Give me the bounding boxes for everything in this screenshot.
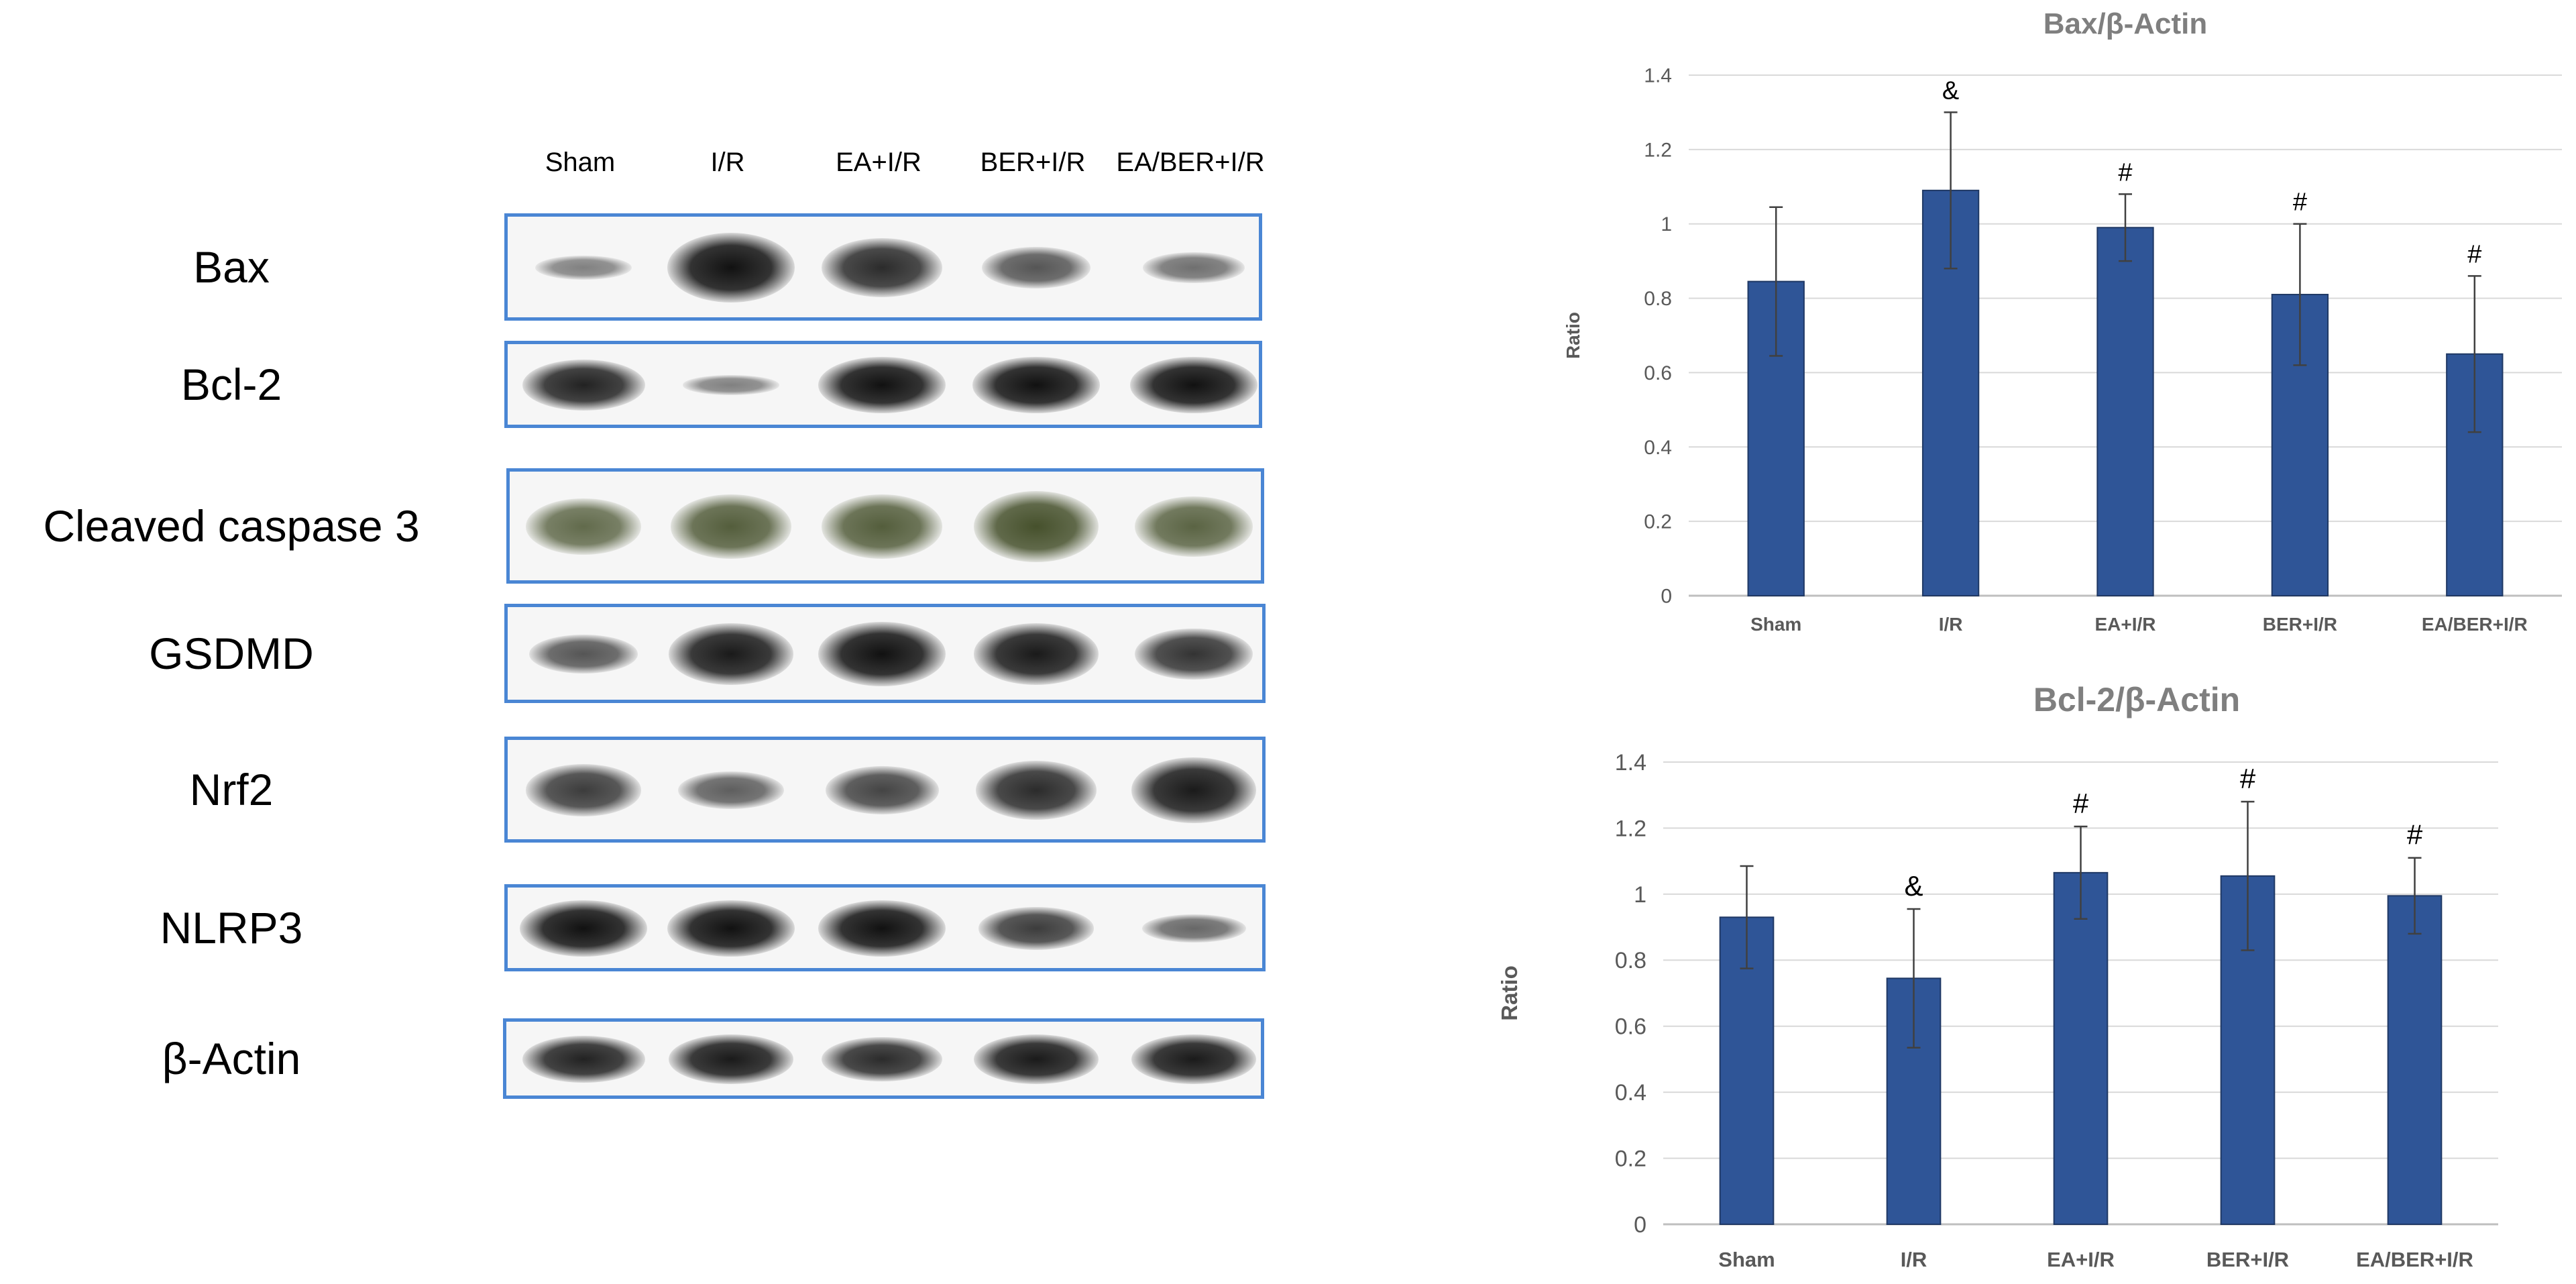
blot-band [973,490,1099,563]
blot-band [1130,356,1257,414]
y-axis-title: Ratio [1497,965,1522,1021]
x-category-label: EA+I/R [2094,614,2155,635]
y-tick-label: 0 [1661,586,1672,608]
blot-band [525,498,642,555]
significance-label: # [2240,763,2256,794]
blot-band [972,356,1100,414]
chart-title: Bax/β-Actin [2043,7,2207,40]
chart-title: Bcl-2/β-Actin [2033,681,2240,718]
blot-band [973,623,1099,685]
y-tick-label: 0 [1634,1212,1646,1238]
blot-strip [506,468,1264,584]
significance-label: # [2073,788,2089,819]
x-category-label: EA+I/R [2047,1248,2115,1271]
lane-header: EA+I/R [836,148,921,177]
x-category-label: I/R [1901,1248,1927,1271]
significance-label: # [2293,189,2307,217]
y-tick-label: 0.4 [1615,1080,1646,1106]
blot-band [978,907,1095,950]
blot-band [1131,757,1257,823]
x-category-label: BER+I/R [2263,614,2337,635]
y-tick-label: 1.4 [1615,750,1646,775]
blot-band [520,900,647,957]
protein-label: Bcl-2 [180,360,282,409]
blot-band [682,375,780,395]
y-tick-label: 0.2 [1644,511,1672,533]
x-category-label: EA/BER+I/R [2356,1248,2473,1271]
blot-band [668,623,794,685]
blot-strip [504,884,1266,971]
bar [2387,895,2443,1225]
y-tick-label: 1 [1661,213,1672,235]
blot-band [976,761,1097,820]
blot-band [1135,628,1253,680]
bar [2053,871,2109,1225]
blot-band [822,1036,942,1082]
blot-strip [504,737,1266,843]
protein-label: Nrf2 [189,765,274,814]
blot-band [522,1035,645,1083]
blot-band [529,635,638,674]
significance-label: # [2407,819,2423,851]
protein-label: Bax [193,242,270,292]
lane-header: Sham [545,148,616,177]
blot-band [818,621,946,687]
blot-band [667,900,795,957]
blot-band [822,237,942,298]
blot-band [1143,252,1245,284]
y-tick-label: 1.2 [1615,816,1646,841]
bar [2096,227,2154,596]
protein-label: Cleaved caspase 3 [43,501,420,551]
y-tick-label: 0.8 [1615,948,1646,973]
x-category-label: Sham [1750,614,1801,635]
blot-band [671,494,791,559]
blot-strip [504,341,1262,428]
significance-label: # [2467,240,2481,268]
significance-label: & [1942,76,1959,105]
x-category-label: BER+I/R [2206,1248,2289,1271]
lane-header: EA/BER+I/R [1116,148,1265,177]
blot-band [668,1034,794,1085]
significance-label: # [2118,158,2132,186]
y-tick-label: 1.4 [1644,65,1672,87]
y-tick-label: 0.6 [1615,1014,1646,1040]
y-tick-label: 0.4 [1644,437,1672,459]
blot-band [535,255,632,280]
blot-band [822,494,942,559]
western-blot-panel: Sham I/R EA+I/R BER+I/R EA/BER+I/R Bax Bcl-2 Cl… [43,148,1266,1099]
blot-band [825,766,939,814]
blot-band [525,764,642,816]
lane-header: I/R [710,148,745,177]
blot-band [818,356,946,414]
blot-band [677,771,785,810]
y-tick-label: 1 [1634,882,1646,908]
blot-band [1141,914,1246,943]
lane-header: BER+I/R [980,148,1086,177]
y-tick-label: 1.2 [1644,139,1672,161]
blot-band [818,900,946,957]
blot-band [973,1034,1099,1085]
protein-label: GSDMD [149,629,314,678]
x-category-label: EA/BER+I/R [2422,614,2528,635]
blot-strip [504,604,1266,703]
blot-band [1135,496,1253,557]
y-tick-label: 0.2 [1615,1146,1646,1171]
y-tick-label: 0.8 [1644,288,1672,310]
blot-band [522,359,645,411]
x-category-label: I/R [1939,614,1963,635]
x-category-label: Sham [1718,1248,1775,1271]
y-axis-title: Ratio [1563,312,1583,359]
protein-label: β-Actin [162,1034,301,1083]
blot-band [667,233,795,303]
blot-band [1131,1034,1257,1085]
blot-strip [504,213,1262,321]
blot-strip [503,1018,1264,1099]
significance-label: & [1904,870,1923,902]
blot-band [982,246,1090,289]
protein-label: NLRP3 [160,903,303,953]
y-tick-label: 0.6 [1644,362,1672,384]
